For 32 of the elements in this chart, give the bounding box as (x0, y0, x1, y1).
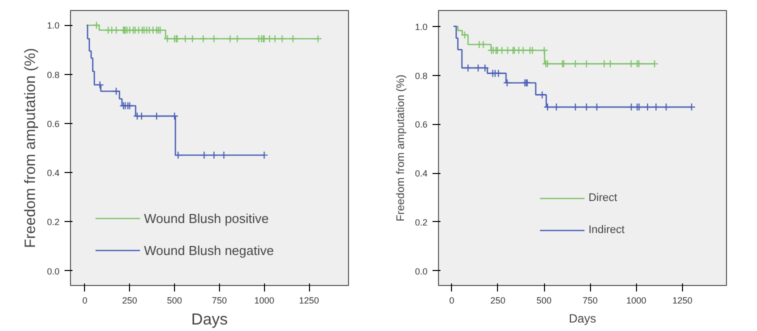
y-tick-label: 0.0 (46, 266, 60, 276)
x-tick-label: 500 (167, 296, 182, 306)
y-tick-label: 0.0 (414, 266, 428, 276)
x-tick-label: 500 (536, 296, 552, 306)
x-tick-label: 750 (212, 296, 227, 306)
y-tick-label: 0.6 (414, 120, 428, 130)
x-tick-label: 1250 (672, 296, 692, 306)
y-tick-label: 0.4 (414, 168, 428, 179)
x-axis-title: Days (568, 312, 596, 326)
legend-label: Indirect (588, 224, 625, 236)
y-axis-title: Freedom from amputation (%) (394, 74, 407, 222)
x-tick-label: 0 (449, 296, 454, 306)
y-tick-label: 0.8 (414, 70, 428, 81)
y-axis-title: Freedom from amputation (%) (22, 48, 39, 248)
y-tick-label: 1.0 (46, 20, 60, 31)
y-tick-label: 0.8 (46, 70, 60, 80)
x-tick-label: 250 (490, 296, 506, 306)
y-tick-label: 0.4 (46, 168, 60, 178)
x-tick-label: 250 (122, 296, 138, 306)
x-axis-title: Days (191, 312, 228, 328)
y-tick-label: 0.6 (46, 118, 60, 129)
legend-label: Wound Blush negative (144, 242, 274, 258)
x-tick-label: 750 (582, 296, 598, 306)
y-tick-label: 1.0 (414, 22, 428, 32)
x-tick-label: 1000 (626, 296, 646, 306)
x-tick-label: 1000 (254, 296, 274, 306)
legend-label: Direct (588, 192, 618, 204)
x-tick-label: 1250 (299, 296, 320, 306)
legend-label: Wound Blush positive (144, 210, 269, 226)
y-tick-label: 0.2 (414, 217, 428, 228)
y-tick-label: 0.2 (46, 217, 60, 228)
x-tick-label: 0 (82, 296, 88, 306)
